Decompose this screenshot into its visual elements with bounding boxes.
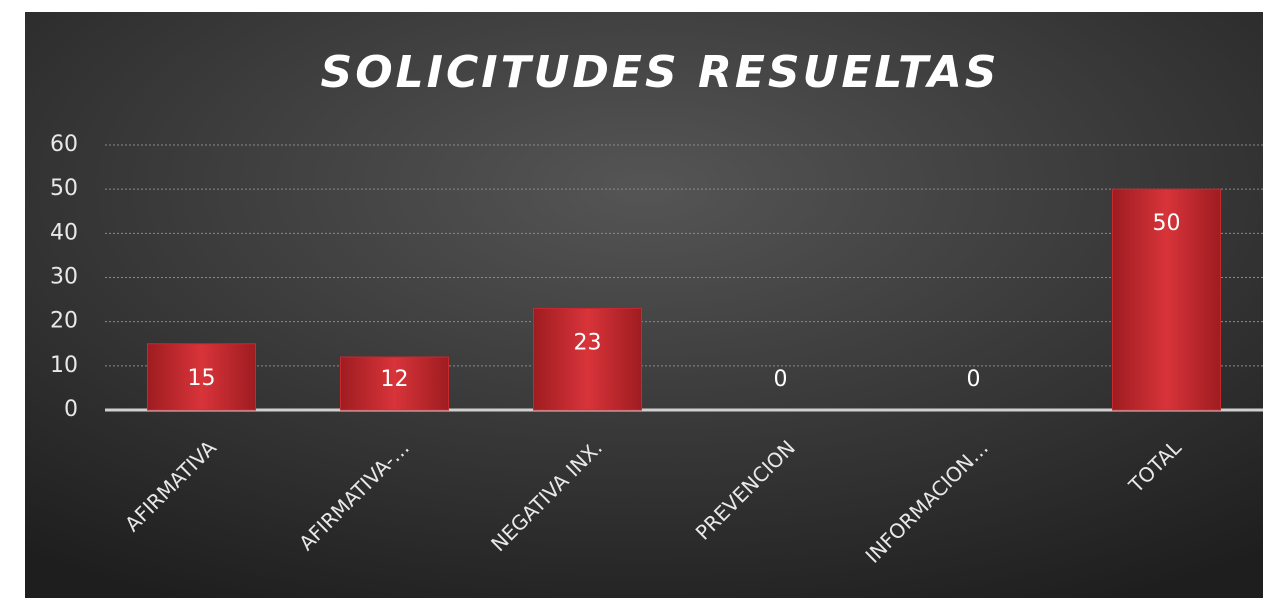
y-tick-label: 0 bbox=[64, 397, 78, 422]
bar bbox=[340, 356, 449, 411]
y-tick-label: 30 bbox=[50, 265, 78, 290]
chart-title: SOLICITUDES RESUELTAS bbox=[321, 47, 1000, 98]
y-tick-label: 50 bbox=[50, 176, 78, 201]
value-label: 50 bbox=[1153, 211, 1181, 236]
bar bbox=[147, 343, 256, 411]
chart-background bbox=[25, 12, 1263, 598]
y-tick-label: 60 bbox=[50, 132, 78, 157]
value-label: 0 bbox=[774, 367, 788, 392]
value-label: 12 bbox=[381, 367, 409, 392]
y-tick-label: 40 bbox=[50, 220, 78, 245]
value-label: 0 bbox=[967, 367, 981, 392]
y-tick-label: 10 bbox=[50, 353, 78, 378]
value-label: 23 bbox=[574, 330, 602, 355]
bar bbox=[533, 307, 642, 411]
y-tick-label: 20 bbox=[50, 309, 78, 334]
bar bbox=[1112, 188, 1221, 411]
value-label: 15 bbox=[188, 366, 216, 391]
